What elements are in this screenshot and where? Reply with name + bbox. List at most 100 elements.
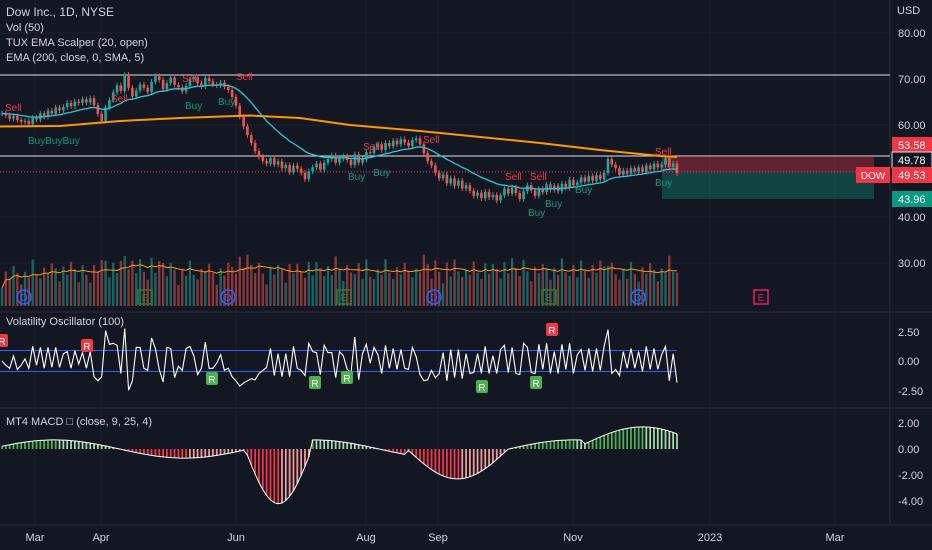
macd-bar: [480, 449, 483, 472]
macd-bar: [522, 445, 525, 449]
candle-body: [633, 168, 637, 172]
volume-bar: [296, 263, 299, 306]
price-badge-target: [892, 191, 932, 207]
candle-body: [16, 116, 19, 120]
volume-bar: [334, 256, 337, 306]
candle-body: [161, 79, 165, 90]
buy-signal: BuyBuyBuy: [28, 136, 80, 147]
price-badge-last: [892, 167, 932, 183]
candle-body: [73, 101, 77, 107]
macd-bar: [461, 449, 464, 479]
volume-bar: [257, 262, 261, 306]
volume-bar: [476, 272, 479, 306]
macd-bar: [89, 443, 92, 449]
macd-bar: [369, 447, 372, 449]
volume-bar: [480, 278, 483, 306]
macd-bar: [261, 449, 264, 490]
volume-bar: [200, 268, 203, 306]
candle-body: [104, 107, 107, 121]
macd-bar: [392, 449, 395, 453]
macd-bar: [311, 439, 314, 449]
macd-bar: [327, 440, 329, 449]
macd-bar: [415, 449, 418, 458]
vol-indicator-label[interactable]: Vol (50): [6, 22, 44, 34]
macd-bar: [154, 449, 157, 456]
volume-bar: [276, 264, 280, 306]
macd-bar: [227, 449, 230, 454]
volume-bar: [380, 274, 383, 306]
sell-signal: Sell: [655, 147, 672, 158]
sell-signal: Sell: [236, 72, 253, 83]
candle-body: [311, 167, 314, 172]
candle-body: [537, 188, 541, 196]
volume-bar: [146, 279, 149, 306]
candle-body: [85, 99, 88, 103]
earnings-marker-text: E: [142, 293, 149, 304]
candle-body: [645, 165, 648, 172]
candle-body: [476, 192, 479, 196]
buy-signal: Buy: [545, 199, 562, 210]
candle-body: [226, 86, 230, 91]
upcoming-earnings-marker-text: E: [758, 293, 765, 304]
oscillator-label[interactable]: Volatility Oscillator (100): [6, 316, 124, 328]
macd-bar: [338, 441, 341, 449]
volume-bar: [207, 263, 211, 306]
macd-bar: [139, 449, 141, 454]
macd-bar: [342, 442, 345, 449]
volume-bar: [135, 273, 138, 306]
candle-body: [207, 78, 211, 82]
candle-body: [219, 82, 222, 86]
volume-bar: [484, 263, 487, 306]
candle-body: [449, 178, 453, 184]
candle-body: [671, 163, 675, 167]
volume-bar: [441, 283, 445, 306]
price-badge-entry-text: 49.78: [898, 155, 926, 167]
macd-bar: [419, 449, 421, 461]
candle-body: [445, 174, 449, 184]
candle-body: [418, 138, 422, 145]
volume-ma-line: [1, 264, 678, 289]
volume-bar: [112, 262, 115, 306]
osc-buy-marker-text: R: [343, 374, 350, 385]
symbol-tag: [856, 167, 890, 183]
candle-body: [315, 163, 318, 168]
volume-bar: [564, 272, 567, 306]
candle-body: [606, 159, 610, 173]
osc-buy-marker-text: R: [478, 383, 485, 394]
candle-body: [65, 102, 69, 108]
ema-indicator-label[interactable]: EMA (200, close, 0, SMA, 5): [6, 52, 145, 64]
candle-body: [138, 84, 142, 91]
osc-axis-tick: 0.00: [898, 356, 919, 368]
volume-bar: [625, 278, 629, 306]
macd-bar: [668, 431, 671, 449]
volume-bar: [641, 267, 644, 306]
volume-bar: [307, 261, 310, 306]
volume-bar: [204, 271, 207, 306]
macd-bar: [468, 449, 471, 477]
volume-bar: [618, 279, 621, 306]
price-badge-target-text: 43.96: [898, 194, 926, 206]
macd-bar: [599, 436, 602, 449]
candle-body: [203, 78, 207, 87]
volume-bar: [422, 254, 426, 306]
macd-bar: [300, 449, 303, 476]
macd-label[interactable]: MT4 MACD □ (close, 9, 25, 4): [6, 416, 153, 428]
macd-bar: [499, 449, 502, 457]
macd-bar: [373, 447, 375, 449]
volume-bar: [119, 260, 123, 306]
volume-bar: [315, 262, 318, 306]
volume-bar: [357, 263, 360, 306]
tux-indicator-label[interactable]: TUX EMA Scalper (20, open): [6, 37, 148, 49]
macd-bar: [603, 435, 606, 449]
earnings-marker: [137, 289, 153, 305]
macd-bar: [319, 440, 322, 449]
macd-bar: [127, 449, 130, 451]
volume-bar: [173, 269, 176, 306]
symbol-title[interactable]: Dow Inc., 1D, NYSE: [6, 5, 115, 19]
macd-bar: [296, 449, 299, 484]
volume-bar: [645, 273, 648, 306]
volume-bar: [606, 266, 610, 306]
volume-bar: [395, 267, 399, 306]
